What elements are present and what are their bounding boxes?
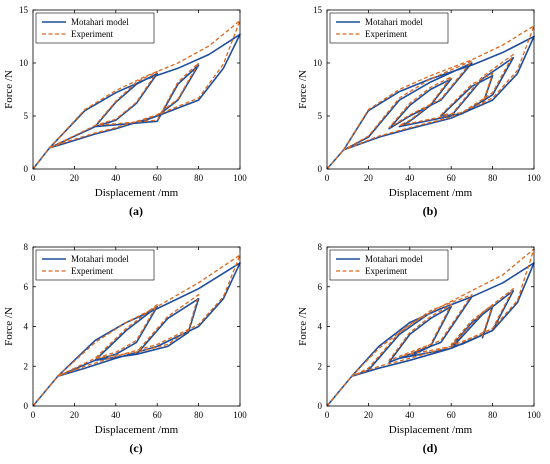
x-axis-label: Displacement /mm <box>389 424 473 436</box>
series-line-experiment <box>326 25 535 170</box>
x-axis-label: Displacement /mm <box>95 187 179 199</box>
legend-box <box>35 249 155 281</box>
x-axis-label: Displacement /mm <box>389 187 473 199</box>
legend-label: Motahari model <box>71 254 129 264</box>
legend-label: Motahari model <box>365 254 423 264</box>
x-tick-label: 40 <box>405 173 415 183</box>
x-tick-label: 100 <box>233 410 247 420</box>
x-tick-label: 0 <box>31 410 36 420</box>
x-tick-label: 60 <box>153 173 163 183</box>
series-line-model <box>326 262 535 407</box>
y-tick-label: 2 <box>318 361 323 371</box>
x-tick-label: 60 <box>447 410 457 420</box>
y-tick-label: 0 <box>318 164 323 174</box>
y-axis-label: Force /N <box>297 70 309 109</box>
y-tick-label: 8 <box>318 242 323 252</box>
x-tick-label: 100 <box>527 410 541 420</box>
x-tick-label: 0 <box>31 173 36 183</box>
x-tick-label: 20 <box>70 173 80 183</box>
legend-box <box>35 12 155 44</box>
panel-label: (b) <box>423 204 438 218</box>
y-tick-label: 4 <box>24 322 29 332</box>
y-tick-label: 0 <box>24 164 29 174</box>
x-tick-label: 60 <box>447 173 457 183</box>
x-tick-label: 80 <box>488 173 498 183</box>
y-tick-label: 10 <box>313 58 323 68</box>
x-tick-label: 40 <box>405 410 415 420</box>
legend-label: Experiment <box>71 266 113 276</box>
panel-label: (d) <box>423 441 438 455</box>
legend-label: Motahari model <box>71 17 129 27</box>
series-line-experiment <box>32 254 241 407</box>
x-tick-label: 80 <box>194 173 204 183</box>
y-axis-label: Force /N <box>3 70 15 109</box>
x-tick-label: 0 <box>325 410 330 420</box>
x-tick-label: 20 <box>70 410 80 420</box>
legend-label: Experiment <box>365 29 407 39</box>
series-line-model <box>32 33 241 170</box>
legend-box <box>329 12 449 44</box>
y-tick-label: 15 <box>19 5 29 15</box>
y-tick-label: 0 <box>318 401 323 411</box>
y-tick-label: 5 <box>24 111 29 121</box>
legend-label: Motahari model <box>365 17 423 27</box>
y-tick-label: 8 <box>24 242 29 252</box>
panel-label: (a) <box>129 204 143 218</box>
y-tick-label: 2 <box>24 361 29 371</box>
plot-area-frame <box>32 9 241 170</box>
x-tick-label: 20 <box>364 173 374 183</box>
y-tick-label: 10 <box>19 58 29 68</box>
x-axis-label: Displacement /mm <box>95 424 179 436</box>
x-tick-label: 100 <box>527 173 541 183</box>
series-line-experiment <box>32 19 241 170</box>
plot-area-frame <box>326 9 535 170</box>
x-tick-label: 40 <box>111 173 121 183</box>
x-tick-label: 80 <box>488 410 498 420</box>
y-tick-label: 0 <box>24 401 29 411</box>
series-line-experiment <box>326 248 535 407</box>
y-tick-label: 4 <box>318 322 323 332</box>
series-line-model <box>326 35 535 170</box>
x-tick-label: 40 <box>111 410 121 420</box>
y-tick-label: 15 <box>313 5 323 15</box>
y-axis-label: Force /N <box>297 307 309 346</box>
y-axis-label: Force /N <box>3 307 15 346</box>
y-tick-label: 6 <box>318 282 323 292</box>
x-tick-label: 80 <box>194 410 204 420</box>
x-tick-label: 20 <box>364 410 374 420</box>
x-tick-label: 0 <box>325 173 330 183</box>
x-tick-label: 60 <box>153 410 163 420</box>
y-tick-label: 6 <box>24 282 29 292</box>
legend-label: Experiment <box>71 29 113 39</box>
y-tick-label: 5 <box>318 111 323 121</box>
legend-label: Experiment <box>365 266 407 276</box>
panel-label: (c) <box>129 441 142 455</box>
legend-box <box>329 249 449 281</box>
series-line-model <box>32 262 241 407</box>
x-tick-label: 100 <box>233 173 247 183</box>
